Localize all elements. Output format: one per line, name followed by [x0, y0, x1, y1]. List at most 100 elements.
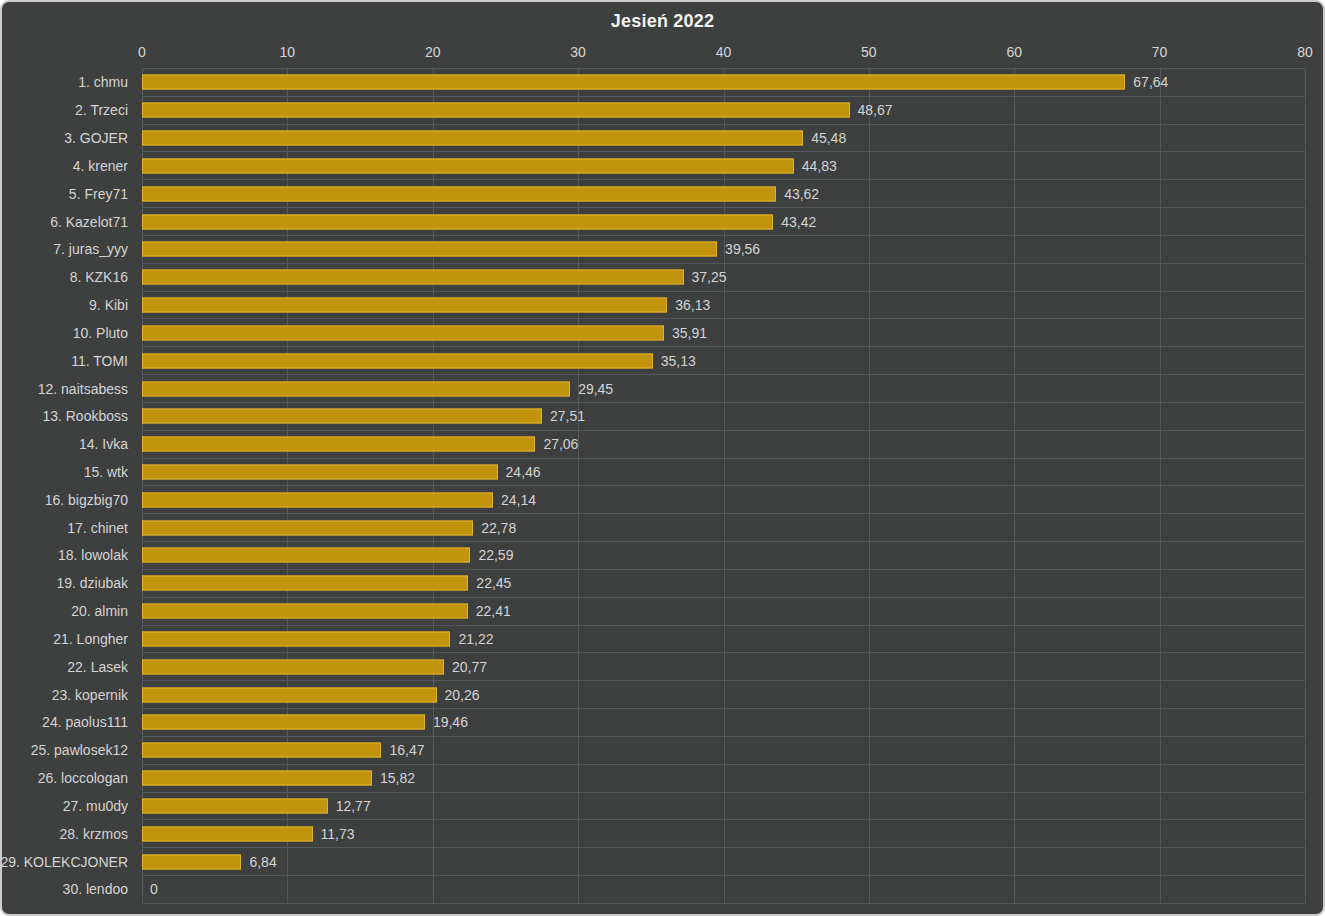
bar — [142, 854, 241, 869]
category-label: 6. Kazelot71 — [50, 214, 128, 230]
value-label: 12,77 — [336, 798, 371, 814]
bar — [142, 158, 794, 173]
bar-row: 22. Lasek20,77 — [142, 653, 1305, 681]
value-label: 22,59 — [478, 547, 513, 563]
bar — [142, 659, 444, 674]
bar — [142, 465, 498, 480]
bar-row: 10. Pluto35,91 — [142, 319, 1305, 347]
bar — [142, 381, 570, 396]
category-label: 3. GOJER — [64, 130, 128, 146]
bar — [142, 631, 450, 646]
category-label: 24. paolus111 — [42, 714, 128, 730]
category-label: 2. Trzeci — [75, 102, 128, 118]
bar-row: 4. krener44,83 — [142, 152, 1305, 180]
category-label: 23. kopernik — [52, 687, 128, 703]
bar — [142, 743, 381, 758]
bar-row: 19. dziubak22,45 — [142, 570, 1305, 598]
bar-row: 3. GOJER45,48 — [142, 125, 1305, 153]
bar-row: 18. lowolak22,59 — [142, 542, 1305, 570]
category-label: 12. naitsabess — [38, 381, 128, 397]
value-label: 21,22 — [458, 631, 493, 647]
bar — [142, 298, 667, 313]
value-label: 11,73 — [321, 826, 355, 842]
category-label: 21. Longher — [53, 631, 128, 647]
chart-canvas: Jesień 2022 01020304050607080 1. chmu67,… — [0, 0, 1325, 916]
x-axis-tick-label: 70 — [1152, 44, 1168, 60]
category-label: 30. lendoo — [63, 881, 128, 897]
bar — [142, 492, 493, 507]
bar — [142, 186, 776, 201]
bar-rows: 1. chmu67,642. Trzeci48,673. GOJER45,484… — [142, 69, 1305, 904]
bar — [142, 715, 425, 730]
bar-row: 27. mu0dy12,77 — [142, 793, 1305, 821]
category-label: 9. Kibi — [89, 297, 128, 313]
value-label: 44,83 — [802, 158, 837, 174]
category-label: 4. krener — [73, 158, 128, 174]
x-axis-tick-label: 40 — [716, 44, 732, 60]
value-label: 20,26 — [445, 687, 480, 703]
value-label: 35,13 — [661, 353, 696, 369]
value-label: 20,77 — [452, 659, 487, 675]
category-label: 10. Pluto — [73, 325, 128, 341]
bar — [142, 437, 535, 452]
category-label: 28. krzmos — [60, 826, 128, 842]
bar-row: 26. loccologan15,82 — [142, 765, 1305, 793]
value-label: 29,45 — [578, 381, 613, 397]
bar — [142, 548, 470, 563]
bar — [142, 771, 372, 786]
bar — [142, 214, 773, 229]
category-label: 7. juras_yyy — [53, 241, 128, 257]
value-label: 67,64 — [1133, 74, 1168, 90]
bar-row: 2. Trzeci48,67 — [142, 97, 1305, 125]
bar-row: 21. Longher21,22 — [142, 626, 1305, 654]
value-label: 27,06 — [543, 436, 578, 452]
bar-row: 29. KOLEKCJONER6,84 — [142, 848, 1305, 876]
category-label: 27. mu0dy — [63, 798, 128, 814]
category-label: 20. almin — [71, 603, 128, 619]
value-label: 6,84 — [249, 854, 276, 870]
bar-row: 13. Rookboss27,51 — [142, 403, 1305, 431]
bar — [142, 270, 684, 285]
category-label: 16. bigzbig70 — [45, 492, 128, 508]
chart-title: Jesień 2022 — [2, 11, 1323, 32]
bar-row: 15. wtk24,46 — [142, 459, 1305, 487]
value-label: 15,82 — [380, 770, 415, 786]
value-label: 24,14 — [501, 492, 536, 508]
bar-row: 30. lendoo0 — [142, 876, 1305, 904]
x-axis-tick-label: 30 — [570, 44, 586, 60]
bar-row: 14. Ivka27,06 — [142, 431, 1305, 459]
value-label: 19,46 — [433, 714, 468, 730]
category-label: 26. loccologan — [38, 770, 128, 786]
bar — [142, 103, 850, 118]
value-label: 22,78 — [481, 520, 516, 536]
category-label: 18. lowolak — [58, 547, 128, 563]
bar-row: 20. almin22,41 — [142, 598, 1305, 626]
x-axis-tick-label: 20 — [425, 44, 441, 60]
x-axis: 01020304050607080 — [142, 44, 1305, 62]
value-label: 37,25 — [692, 269, 727, 285]
bar — [142, 353, 653, 368]
category-label: 13. Rookboss — [42, 408, 128, 424]
bar — [142, 520, 473, 535]
bar-row: 5. Frey7143,62 — [142, 180, 1305, 208]
value-label: 0 — [150, 881, 158, 897]
category-label: 25. pawlosek12 — [31, 742, 128, 758]
x-axis-tick-label: 60 — [1006, 44, 1022, 60]
value-label: 35,91 — [672, 325, 707, 341]
category-label: 1. chmu — [78, 74, 128, 90]
category-label: 19. dziubak — [56, 575, 128, 591]
bar-row: 8. KZK1637,25 — [142, 264, 1305, 292]
vertical-gridline — [1305, 69, 1306, 904]
bar-row: 16. bigzbig7024,14 — [142, 486, 1305, 514]
value-label: 27,51 — [550, 408, 585, 424]
x-axis-tick-label: 50 — [861, 44, 877, 60]
bar-row: 28. krzmos11,73 — [142, 820, 1305, 848]
bar — [142, 131, 803, 146]
bar — [142, 75, 1125, 90]
bar — [142, 826, 313, 841]
value-label: 43,42 — [781, 214, 816, 230]
category-label: 5. Frey71 — [69, 186, 128, 202]
value-label: 43,62 — [784, 186, 819, 202]
bar-row: 17. chinet22,78 — [142, 514, 1305, 542]
value-label: 22,41 — [476, 603, 511, 619]
